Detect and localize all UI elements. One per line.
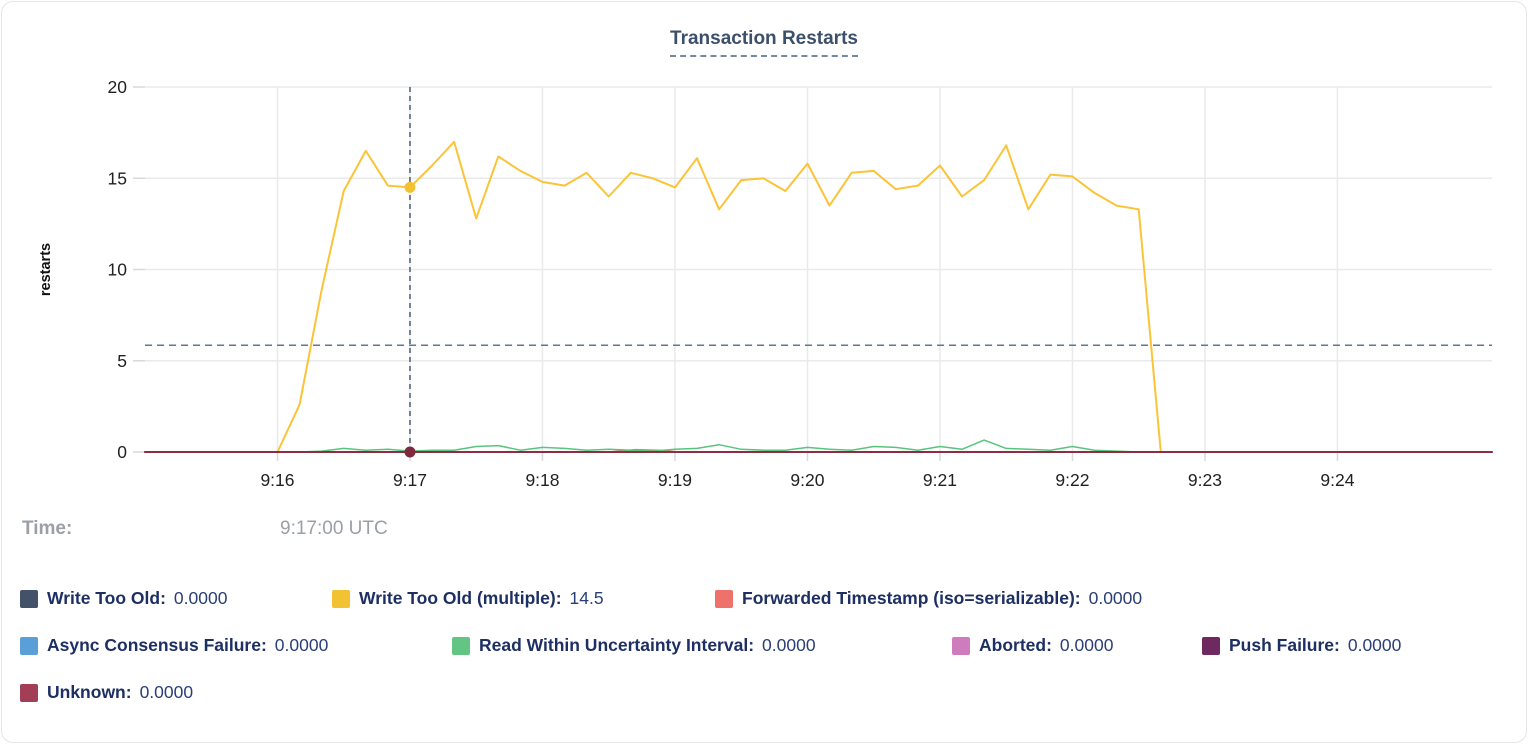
legend-item: Write Too Old (multiple): 14.5 [332,588,715,609]
series-line-read-within-uncertainty-interval [276,439,1162,453]
legend-item: Unknown: 0.0000 [20,682,193,703]
x-tick-label: 9:20 [790,470,824,490]
y-axis-title: restarts [38,243,54,296]
legend-color-swatch [20,636,38,655]
series-line-write-too-old-multiple- [276,140,1162,453]
legend-row: Unknown: 0.0000 [20,682,1514,703]
hover-marker-dot [404,446,416,458]
legend-series-label: Aborted: [979,635,1052,655]
legend-series-label: Unknown: [47,682,132,702]
x-tick-label: 9:17 [393,470,427,490]
legend-color-swatch [452,636,470,655]
legend-series-value: 0.0000 [1347,635,1402,655]
x-tick-label: 9:16 [260,470,294,490]
legend-item: Push Failure: 0.0000 [1202,635,1401,656]
legend-series-label: Read Within Uncertainty Interval: [479,635,755,655]
legend-item: Write Too Old: 0.0000 [20,588,332,609]
x-tick-label: 9:19 [658,470,692,490]
chart-title-wrap: Transaction Restarts [2,28,1526,57]
y-tick-label: 10 [108,260,128,280]
legend-series-label: Forwarded Timestamp (iso=serializable): [742,588,1081,608]
legend-color-swatch [332,589,350,608]
x-tick-label: 9:22 [1055,470,1089,490]
x-tick-label: 9:18 [525,470,559,490]
chart-title[interactable]: Transaction Restarts [670,28,858,57]
legend-color-swatch [715,589,733,608]
chart-legend: Write Too Old: 0.0000 Write Too Old (multi… [20,588,1514,729]
legend-series-value: 0.0000 [139,682,194,702]
time-readout-label: Time: [22,518,73,539]
legend-item: Aborted: 0.0000 [952,635,1202,656]
legend-color-swatch [1202,636,1220,655]
x-tick-label: 9:23 [1188,470,1222,490]
legend-series-value: 0.0000 [173,588,228,608]
legend-series-value: 0.0000 [274,635,329,655]
legend-series-label: Write Too Old: [47,588,166,608]
legend-series-label: Async Consensus Failure: [47,635,267,655]
x-tick-label: 9:21 [923,470,957,490]
legend-color-swatch [952,636,970,655]
y-tick-label: 15 [108,168,127,188]
legend-series-value: 0.0000 [1059,635,1114,655]
legend-item: Read Within Uncertainty Interval: 0.0000 [452,635,952,656]
legend-series-label: Write Too Old (multiple): [359,588,562,608]
time-readout-value: 9:17:00 UTC [280,518,388,539]
legend-item: Forwarded Timestamp (iso=serializable): 0… [715,588,1142,609]
y-tick-label: 5 [117,351,127,371]
legend-series-value: 14.5 [569,588,604,608]
restarts-chart[interactable]: 0 5 10 15 20 9:16 9:17 9:18 9:19 9:20 9:21 9:22 9:23… [2,2,1527,502]
legend-series-value: 0.0000 [1088,588,1143,608]
legend-color-swatch [20,683,38,702]
legend-row: Async Consensus Failure: 0.0000 Read Withi… [20,635,1514,656]
legend-series-label: Push Failure: [1229,635,1340,655]
legend-color-swatch [20,589,38,608]
legend-item: Async Consensus Failure: 0.0000 [20,635,452,656]
y-tick-label: 0 [117,442,127,462]
x-tick-label: 9:24 [1320,470,1354,490]
legend-series-value: 0.0000 [762,635,816,655]
legend-row: Write Too Old: 0.0000 Write Too Old (multi… [20,588,1514,609]
y-tick-label: 20 [108,77,128,97]
hover-marker-dot [404,181,416,193]
